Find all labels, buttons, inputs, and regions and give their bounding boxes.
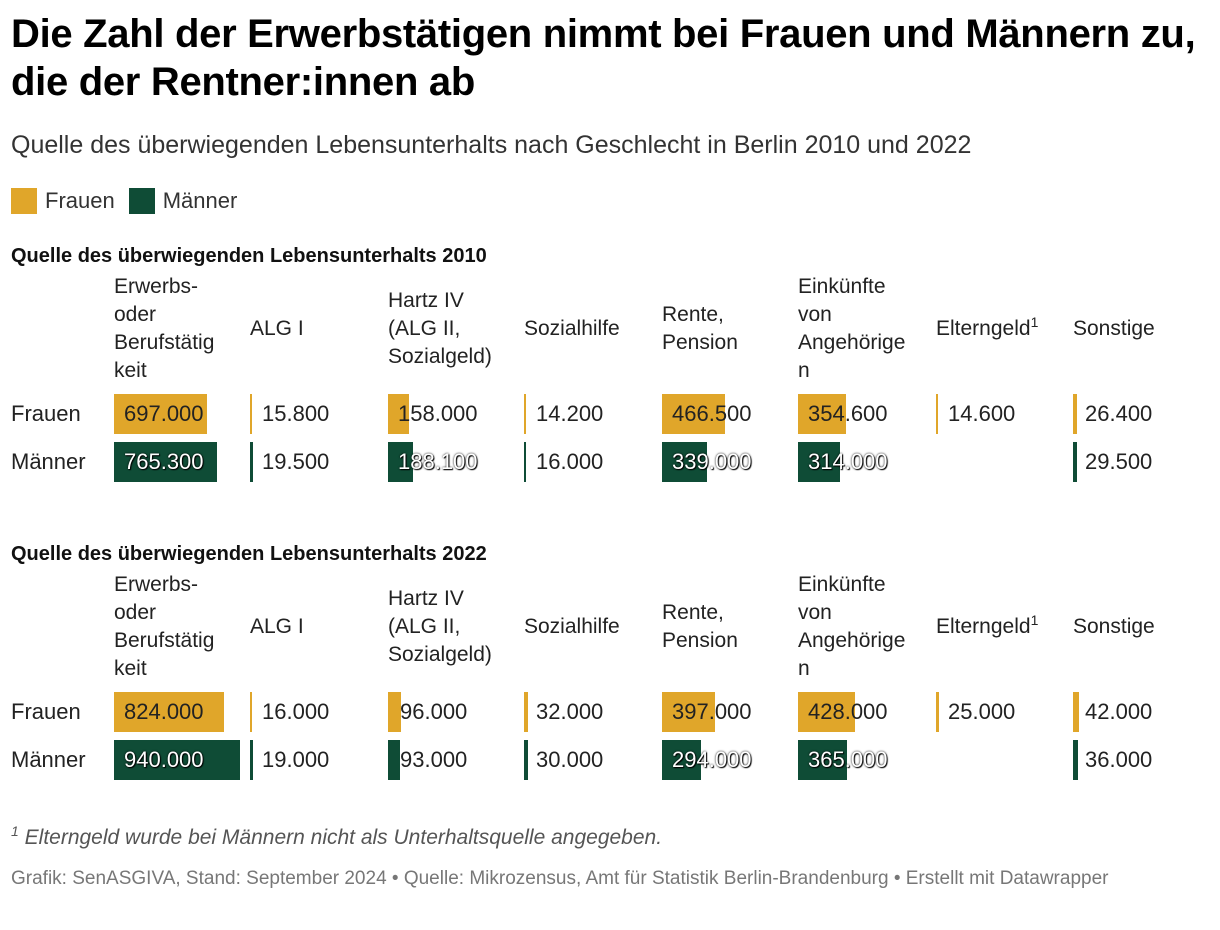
data-label-frauen-col-7: 26.400	[1085, 401, 1153, 426]
row-label-maenner: Männer	[11, 747, 86, 772]
column-header-7: Sonstige	[1073, 615, 1155, 638]
bar-frauen-col-6	[936, 692, 939, 732]
data-label-maenner-col-4: 339.000	[672, 449, 752, 474]
bar-frauen-col-2	[388, 394, 409, 434]
column-header-6: Elterngeld1	[936, 612, 1039, 638]
data-label-frauen-col-3: 32.000	[536, 699, 604, 724]
column-header-superscript: 1	[1030, 612, 1039, 628]
footnote-marker: 1	[11, 823, 19, 839]
bar-frauen-col-7	[1073, 692, 1079, 732]
column-header-3: Sozialhilfe	[524, 317, 620, 340]
data-label-maenner-col-5: 365.000	[808, 747, 888, 772]
data-label-frauen-col-5: 354.600	[808, 401, 888, 426]
data-label-frauen-col-5: 428.000	[808, 699, 888, 724]
legend: Frauen Männer	[11, 187, 251, 215]
data-label-maenner-col-4: 294.000	[672, 747, 752, 772]
row-label-frauen: Frauen	[11, 401, 81, 426]
legend-swatch-maenner	[128, 188, 155, 214]
legend-label-maenner: Männer	[162, 188, 238, 213]
data-label-frauen-col-6: 14.600	[948, 401, 1016, 426]
bar-maenner-col-1	[250, 442, 253, 482]
data-label-maenner-col-0: 765.300	[124, 449, 204, 474]
row-label-frauen: Frauen	[11, 699, 81, 724]
column-header-5: Einkünfte von Angehörige n	[798, 275, 906, 382]
bar-maenner-col-1	[250, 740, 253, 780]
data-label-maenner-col-2: 93.000	[400, 747, 468, 772]
data-label-frauen-col-0: 697.000	[124, 401, 204, 426]
footnote: 1 Elterngeld wurde bei Männern nicht als…	[11, 823, 663, 850]
data-label-frauen-col-2: 96.000	[400, 699, 468, 724]
chart-title: Die Zahl der Erwerbstätigen nimmt bei Fr…	[11, 12, 1196, 104]
bar-maenner-col-2	[388, 442, 413, 482]
chart-subtitle: Quelle des überwiegenden Lebensunterhalt…	[11, 131, 972, 159]
data-label-maenner-col-1: 19.000	[262, 747, 330, 772]
bar-maenner-col-4	[662, 740, 701, 780]
bar-frauen-col-0	[114, 692, 224, 732]
section-title-2010: Quelle des überwiegenden Lebensunterhalt…	[11, 245, 487, 267]
data-label-frauen-col-4: 466.500	[672, 401, 752, 426]
source-credit: Grafik: SenASGIVA, Stand: September 2024…	[11, 868, 1109, 889]
column-header-1: ALG I	[250, 615, 304, 638]
bar-maenner-col-7	[1073, 442, 1077, 482]
bar-maenner-col-2	[388, 740, 400, 780]
section-title-2022: Quelle des überwiegenden Lebensunterhalt…	[11, 543, 487, 565]
column-header-7: Sonstige	[1073, 317, 1155, 340]
data-label-maenner-col-5: 314.000	[808, 449, 888, 474]
legend-item-frauen: Frauen	[11, 188, 115, 214]
legend-label-frauen: Frauen	[45, 188, 115, 213]
footnote-text: Elterngeld wurde bei Männern nicht als U…	[24, 826, 663, 849]
bar-frauen-col-1	[250, 692, 252, 732]
bar-maenner-col-0	[114, 740, 240, 780]
bar-frauen-col-2	[388, 692, 401, 732]
column-header-2: Hartz IV (ALG II, Sozialgeld)	[388, 289, 492, 368]
bar-maenner-col-3	[524, 442, 526, 482]
bar-maenner-col-7	[1073, 740, 1078, 780]
bar-maenner-col-5	[798, 442, 840, 482]
row-label-maenner: Männer	[11, 449, 86, 474]
bar-frauen-col-3	[524, 692, 528, 732]
data-label-frauen-col-1: 15.800	[262, 401, 330, 426]
bar-frauen-col-0	[114, 394, 207, 434]
bar-frauen-col-5	[798, 692, 855, 732]
data-label-maenner-col-7: 36.000	[1085, 747, 1153, 772]
data-label-frauen-col-2: 158.000	[398, 401, 478, 426]
data-label-frauen-col-0: 824.000	[124, 699, 204, 724]
column-header-1: ALG I	[250, 317, 304, 340]
column-header-5: Einkünfte von Angehörige n	[798, 573, 906, 680]
data-label-maenner-col-7: 29.500	[1085, 449, 1153, 474]
bar-frauen-col-1	[250, 394, 252, 434]
legend-swatch-frauen	[11, 188, 37, 214]
bar-maenner-col-5	[798, 740, 847, 780]
data-label-frauen-col-7: 42.000	[1085, 699, 1153, 724]
bar-frauen-col-5	[798, 394, 846, 434]
data-label-frauen-col-1: 16.000	[262, 699, 330, 724]
bar-frauen-col-3	[524, 394, 526, 434]
data-label-maenner-col-0: 940.000	[124, 747, 204, 772]
data-label-maenner-col-3: 30.000	[536, 747, 604, 772]
legend-item-maenner: Männer	[128, 188, 238, 214]
bar-frauen-col-4	[662, 692, 715, 732]
bar-maenner-col-3	[524, 740, 528, 780]
column-header-2: Hartz IV (ALG II, Sozialgeld)	[388, 587, 492, 666]
column-header-3: Sozialhilfe	[524, 615, 620, 638]
bar-frauen-col-6	[936, 394, 938, 434]
column-header-0: Erwerbs-oder Berufstätig keit	[114, 275, 215, 382]
column-header-6: Elterngeld1	[936, 314, 1039, 340]
data-label-frauen-col-4: 397.000	[672, 699, 752, 724]
table-2022: Quelle des überwiegenden Lebensunterhalt…	[0, 541, 1220, 801]
bar-maenner-col-0	[114, 442, 217, 482]
table-2010: Quelle des überwiegenden Lebensunterhalt…	[0, 243, 1220, 503]
data-label-maenner-col-3: 16.000	[536, 449, 604, 474]
data-label-frauen-col-6: 25.000	[948, 699, 1016, 724]
column-header-0: Erwerbs-oder Berufstätig keit	[114, 573, 215, 680]
bar-frauen-col-7	[1073, 394, 1077, 434]
column-header-4: Rente, Pension	[662, 303, 738, 354]
data-label-frauen-col-3: 14.200	[536, 401, 604, 426]
bar-frauen-col-4	[662, 394, 725, 434]
data-label-maenner-col-2: 188.100	[398, 449, 478, 474]
column-header-superscript: 1	[1030, 314, 1039, 330]
column-header-4: Rente, Pension	[662, 601, 738, 652]
data-label-maenner-col-1: 19.500	[262, 449, 330, 474]
bar-maenner-col-4	[662, 442, 707, 482]
